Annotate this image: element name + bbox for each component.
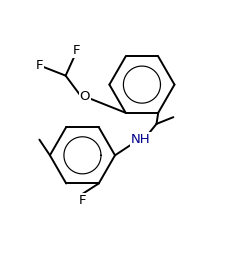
Text: O: O bbox=[79, 90, 90, 103]
Text: F: F bbox=[36, 59, 43, 72]
Text: NH: NH bbox=[131, 133, 150, 146]
Text: F: F bbox=[73, 45, 80, 57]
Text: F: F bbox=[78, 194, 86, 207]
